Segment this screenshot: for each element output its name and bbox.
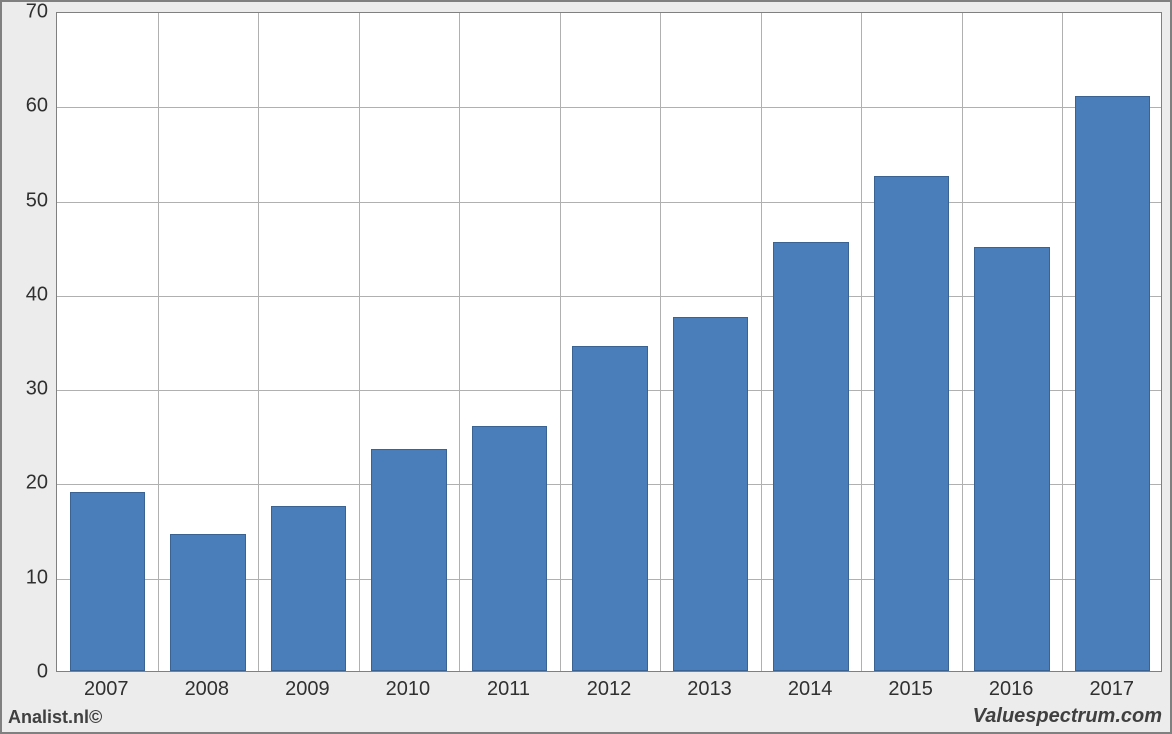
bar xyxy=(773,242,848,671)
gridline-v xyxy=(459,13,460,671)
ytick-label: 50 xyxy=(2,189,48,212)
ytick-label: 30 xyxy=(2,378,48,401)
bar xyxy=(371,449,446,671)
gridline-h xyxy=(57,202,1161,203)
xtick-label: 2009 xyxy=(285,678,330,701)
ytick-label: 10 xyxy=(2,566,48,589)
ytick-label: 40 xyxy=(2,283,48,306)
bar xyxy=(271,506,346,671)
bar xyxy=(472,426,547,671)
gridline-v xyxy=(861,13,862,671)
xtick-label: 2013 xyxy=(687,678,732,701)
footer-right-credit: Valuespectrum.com xyxy=(973,705,1162,728)
gridline-h xyxy=(57,107,1161,108)
gridline-v xyxy=(158,13,159,671)
bar xyxy=(170,534,245,671)
ytick-label: 0 xyxy=(2,661,48,684)
xtick-label: 2014 xyxy=(788,678,833,701)
ytick-label: 70 xyxy=(2,1,48,24)
xtick-label: 2017 xyxy=(1089,678,1134,701)
bar xyxy=(874,176,949,671)
xtick-label: 2016 xyxy=(989,678,1034,701)
xtick-label: 2011 xyxy=(487,678,530,701)
gridline-v xyxy=(258,13,259,671)
footer-left-credit: Analist.nl© xyxy=(8,707,102,728)
ytick-label: 20 xyxy=(2,472,48,495)
xtick-label: 2007 xyxy=(84,678,129,701)
xtick-label: 2008 xyxy=(185,678,230,701)
xtick-label: 2012 xyxy=(587,678,632,701)
bar xyxy=(572,346,647,671)
bar xyxy=(673,317,748,671)
plot-area xyxy=(56,12,1162,672)
xtick-label: 2010 xyxy=(386,678,431,701)
gridline-v xyxy=(962,13,963,671)
bar xyxy=(974,247,1049,671)
gridline-v xyxy=(761,13,762,671)
xtick-label: 2015 xyxy=(888,678,933,701)
gridline-v xyxy=(660,13,661,671)
bar xyxy=(70,492,145,671)
bar xyxy=(1075,96,1150,671)
gridline-v xyxy=(1062,13,1063,671)
ytick-label: 60 xyxy=(2,95,48,118)
chart-container: 0 10 20 30 40 50 60 70 2007 2008 2009 2010 2011 2012… xyxy=(0,0,1172,734)
gridline-v xyxy=(560,13,561,671)
gridline-v xyxy=(359,13,360,671)
